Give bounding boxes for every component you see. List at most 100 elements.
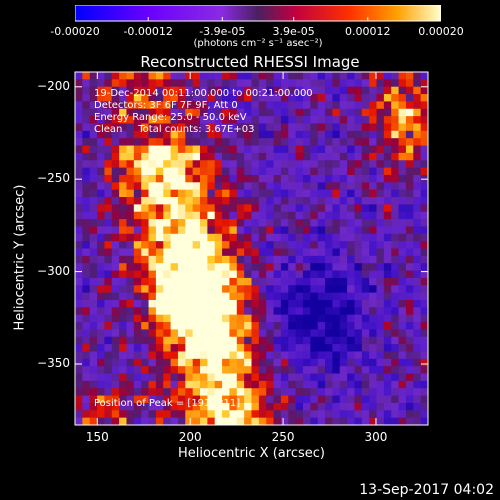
- heatmap-cell: [332, 292, 341, 301]
- heatmap-cell: [273, 373, 282, 382]
- heatmap-cell: [391, 380, 399, 389]
- heatmap-cell: [310, 292, 319, 301]
- heatmap-cell: [133, 197, 142, 205]
- heatmap-cell: [192, 402, 201, 411]
- heatmap-cell: [413, 167, 422, 176]
- heatmap-cell: [383, 197, 392, 205]
- heatmap-cell: [177, 116, 186, 124]
- heatmap-cell: [97, 130, 105, 139]
- heatmap-cell: [75, 292, 83, 301]
- heatmap-cell: [155, 160, 164, 168]
- heatmap-cell: [376, 72, 385, 80]
- heatmap-cell: [133, 248, 142, 257]
- heatmap-cell: [104, 285, 113, 294]
- heatmap-cell: [391, 402, 399, 411]
- heatmap-cell: [155, 366, 164, 374]
- heatmap-cell: [405, 373, 414, 382]
- heatmap-cell: [325, 152, 333, 161]
- heatmap-cell: [200, 219, 208, 227]
- heatmap-cell: [126, 130, 135, 139]
- heatmap-cell: [89, 314, 98, 323]
- heatmap-cell: [163, 248, 171, 257]
- heatmap-cell: [200, 285, 208, 294]
- heatmap-cell: [391, 130, 399, 139]
- heatmap-cell: [111, 344, 120, 352]
- heatmap-cell: [383, 86, 392, 95]
- heatmap-cell: [420, 152, 429, 161]
- heatmap-cell: [126, 336, 135, 345]
- heatmap-cell: [236, 344, 245, 352]
- heatmap-cell: [280, 204, 289, 213]
- heatmap-cell: [244, 395, 252, 404]
- heatmap-cell: [133, 226, 142, 235]
- heatmap-cell: [266, 108, 274, 117]
- heatmap-cell: [244, 263, 252, 271]
- heatmap-cell: [317, 292, 326, 301]
- heatmap-cell: [398, 189, 407, 198]
- heatmap-cell: [280, 299, 289, 308]
- heatmap-cell: [354, 145, 363, 154]
- heatmap-cell: [119, 292, 127, 301]
- heatmap-cell: [288, 322, 297, 330]
- heatmap-cell: [170, 410, 179, 419]
- heatmap-cell: [383, 263, 392, 271]
- heatmap-cell: [280, 395, 289, 404]
- heatmap-cell: [75, 336, 83, 345]
- heatmap-cell: [75, 116, 83, 124]
- heatmap-cell: [413, 79, 422, 88]
- heatmap-cell: [420, 123, 429, 132]
- heatmap-cell: [310, 336, 319, 345]
- heatmap-cell: [339, 388, 348, 396]
- heatmap-cell: [361, 182, 370, 191]
- heatmap-cell: [222, 108, 230, 117]
- heatmap-cell: [280, 160, 289, 168]
- heatmap-cell: [141, 417, 149, 426]
- heatmap-cell: [111, 182, 120, 191]
- heatmap-cell: [339, 417, 348, 426]
- heatmap-cell: [273, 94, 282, 102]
- heatmap-cell: [332, 160, 341, 168]
- heatmap-cell: [273, 130, 282, 139]
- heatmap-cell: [244, 373, 252, 382]
- heatmap-cell: [82, 189, 91, 198]
- heatmap-cell: [369, 145, 377, 154]
- heatmap-cell: [119, 101, 127, 110]
- heatmap-cell: [236, 101, 245, 110]
- heatmap-cell: [391, 182, 399, 191]
- heatmap-cell: [89, 233, 98, 242]
- heatmap-cell: [288, 152, 297, 161]
- heatmap-cell: [332, 285, 341, 294]
- heatmap-cell: [347, 160, 355, 168]
- heatmap-cell: [354, 94, 363, 102]
- heatmap-cell: [89, 116, 98, 124]
- heatmap-cell: [126, 138, 135, 146]
- heatmap-cell: [251, 152, 260, 161]
- heatmap-cell: [347, 248, 355, 257]
- heatmap-cell: [332, 410, 341, 419]
- heatmap-cell: [398, 204, 407, 213]
- heatmap-cell: [251, 116, 260, 124]
- heatmap-cell: [332, 344, 341, 352]
- heatmap-cell: [97, 351, 105, 360]
- heatmap-cell: [207, 204, 216, 213]
- heatmap-cell: [192, 160, 201, 168]
- heatmap-cell: [97, 219, 105, 227]
- heatmap-cell: [75, 182, 83, 191]
- heatmap-cell: [97, 314, 105, 323]
- heatmap-cell: [177, 130, 186, 139]
- heatmap-cell: [133, 307, 142, 316]
- heatmap-cell: [185, 160, 194, 168]
- heatmap-cell: [97, 72, 105, 80]
- heatmap-cell: [295, 351, 304, 360]
- heatmap-cell: [369, 160, 377, 168]
- heatmap-cell: [302, 255, 311, 264]
- heatmap-cell: [347, 344, 355, 352]
- heatmap-cell: [273, 152, 282, 161]
- heatmap-cell: [104, 417, 113, 426]
- heatmap-cell: [163, 322, 171, 330]
- heatmap-cell: [141, 336, 149, 345]
- heatmap-cell: [339, 344, 348, 352]
- heatmap-cell: [273, 336, 282, 345]
- heatmap-cell: [82, 351, 91, 360]
- heatmap-cell: [155, 402, 164, 411]
